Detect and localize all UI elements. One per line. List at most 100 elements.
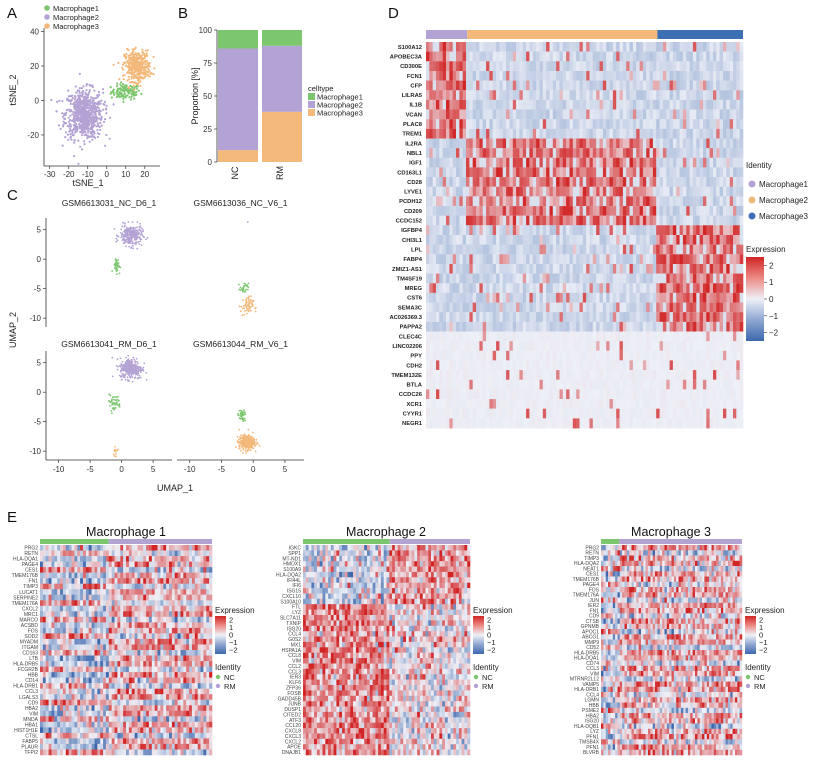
heatmap-cell [733, 235, 737, 245]
identity-bar-macrophage3 [657, 30, 743, 39]
heatmap-cell [586, 71, 590, 81]
heatmap-cell [462, 109, 467, 120]
heatmap-cell [733, 196, 737, 207]
heatmap-cell [499, 80, 503, 91]
heatmap-cell [456, 215, 460, 226]
heatmap-cell [696, 138, 700, 149]
umap-point [134, 227, 137, 229]
heatmap-cell [612, 71, 617, 81]
heatmap-cell [739, 186, 744, 197]
heatmap-cell [519, 186, 523, 197]
heatmap-cell [592, 148, 597, 159]
heatmap-cell [516, 264, 520, 274]
heatmap-cell [719, 167, 724, 178]
umap-point [132, 247, 135, 250]
heatmap-cell [602, 167, 607, 178]
heatmap-cell [429, 80, 433, 91]
heatmap-cell [472, 264, 477, 274]
heatmap-cell [696, 264, 700, 274]
heatmap-cell [716, 119, 720, 130]
heatmap-cell [469, 61, 473, 72]
heatmap-cell [609, 42, 614, 52]
heatmap-cell [436, 157, 440, 168]
heatmap-cell [512, 273, 517, 284]
umap-point [131, 221, 134, 224]
heatmap-cell [649, 80, 654, 91]
heatmap-cell [602, 148, 607, 159]
heatmap-cell [426, 225, 430, 236]
umap-point [111, 356, 114, 359]
heatmap-cell [522, 225, 527, 236]
heatmap-cell [479, 186, 483, 197]
heatmap-cell [736, 157, 740, 168]
heatmap-cell [606, 196, 610, 207]
tsne-point [68, 108, 71, 111]
umap-point [136, 367, 138, 370]
umap-point [243, 441, 246, 443]
heatmap-cell [656, 148, 660, 159]
heatmap-cell [482, 292, 487, 303]
tsne-legend: Macrophage1 Macrophage2 Macrophage3 [44, 4, 99, 31]
heatmap-cell [509, 235, 513, 245]
heatmap-cell [723, 80, 727, 91]
heatmap-cell [716, 42, 720, 52]
heatmap-cell [446, 157, 450, 168]
heatmap-cell [713, 51, 717, 62]
heatmap-cell [522, 254, 527, 265]
heatmap-cell [739, 61, 744, 72]
umap-point [241, 434, 244, 437]
heatmap-cell [649, 186, 654, 197]
heatmap-cell [629, 273, 634, 284]
heatmap-cell [559, 71, 564, 81]
heatmap-cell [526, 283, 530, 294]
heatmap-cell [669, 157, 674, 168]
heatmap-cell [509, 273, 513, 284]
tsne-x-tick-label: -30 [44, 170, 56, 179]
heatmap-cell [703, 71, 707, 81]
heatmap-cell [426, 119, 430, 130]
heatmap-cell [486, 80, 490, 91]
heatmap-cell [706, 61, 710, 72]
heatmap-cell [462, 138, 467, 149]
heatmap-cell [736, 128, 740, 139]
heatmap-cell [546, 128, 550, 139]
heatmap-cell [502, 225, 507, 236]
heatmap-cell [472, 128, 477, 139]
heatmap-cell [599, 42, 604, 52]
heatmap-cell [692, 264, 697, 274]
heatmap-cell [542, 292, 547, 303]
tsne-point [125, 65, 128, 68]
heatmap-cell [512, 138, 517, 149]
heatmap-cell [622, 157, 627, 168]
tsne-point [86, 134, 89, 137]
tsne-point [117, 61, 120, 65]
heatmap-cell [676, 99, 680, 110]
umap-y-tick-label: -10 [29, 447, 41, 456]
tsne-point [122, 97, 125, 100]
heatmap-cell [536, 119, 540, 130]
umap-point [131, 380, 134, 383]
heatmap-cell [622, 206, 627, 217]
tsne-point [146, 71, 149, 74]
umap-point [115, 273, 118, 275]
heatmap-cell [476, 128, 480, 139]
heatmap-cell [576, 186, 580, 197]
heatmap-cell [439, 292, 443, 303]
heatmap-cell [549, 157, 554, 168]
heatmap-cell [632, 283, 637, 294]
heatmap-cell [729, 244, 734, 255]
heatmap-cell [439, 177, 443, 188]
tsne-point [129, 81, 132, 84]
heatmap-cell [706, 225, 710, 236]
tsne-point [123, 92, 127, 95]
heatmap-cell [552, 186, 557, 197]
heatmap-cell [636, 235, 640, 245]
heatmap-cell [629, 177, 634, 188]
heatmap-cell [649, 264, 654, 274]
heatmap-cell [536, 186, 540, 197]
heatmap-cell [426, 109, 430, 120]
heatmap-cell [739, 273, 744, 284]
heatmap-cell [652, 167, 657, 178]
tsne-point [129, 84, 132, 88]
